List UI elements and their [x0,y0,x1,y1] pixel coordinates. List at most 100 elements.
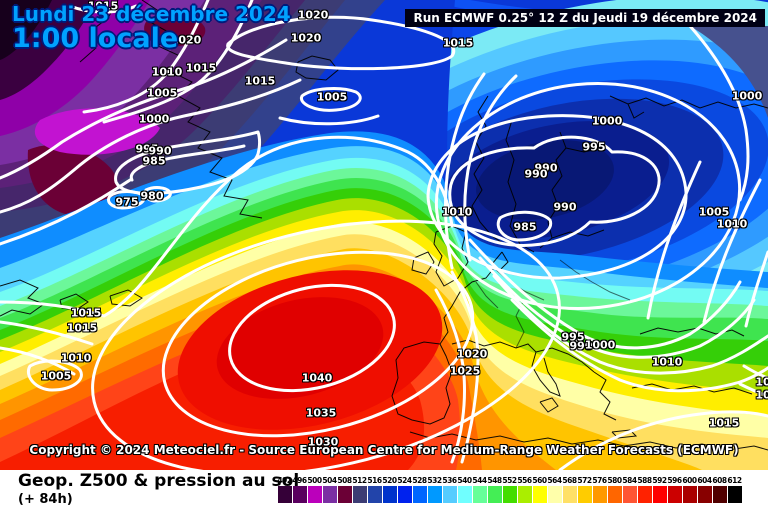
legend-color-box [653,486,667,503]
isobar-label: 1030 [307,435,339,449]
legend-color-box [353,486,367,503]
lead-time-label: (+ 84h) [18,492,73,507]
map-time: 1:00 locale [12,23,179,54]
isobar-label: 1000 [591,114,623,128]
map-title: Geop. Z500 & pression au sol [18,471,300,491]
legend-value: 580 [607,476,622,485]
legend-color-box [488,486,502,503]
isobar-label: 1000 [731,89,763,103]
legend-value: 584 [622,476,637,485]
legend-value: 500 [307,476,322,485]
legend-cell: 592 [652,476,667,503]
legend-value: 596 [667,476,682,485]
date-block: Lundi 23 décembre 2024 1:00 locale [12,3,291,53]
legend-cell: 512 [352,476,367,503]
isobar-label: 1005 [316,90,348,104]
legend-value: 508 [337,476,352,485]
legend-value: 504 [322,476,337,485]
isobar-label: 995 [582,140,606,154]
isobar-label: 1015 [66,321,98,335]
legend-cell: 532 [427,476,442,503]
legend-color-box [518,486,532,503]
isobar-label: 1005 [146,86,178,100]
isobars [0,0,768,470]
legend-cell: 536 [442,476,457,503]
isobar-label: 1020 [456,347,488,361]
run-info-banner: Run ECMWF 0.25° 12 Z du Jeudi 19 décembr… [405,9,765,27]
legend-color-box [368,486,382,503]
legend-value: 512 [352,476,367,485]
isobar-label: 1015 [87,0,119,13]
legend-value: 516 [367,476,382,485]
isobar-label: 990 [524,167,548,181]
legend-value: 608 [712,476,727,485]
legend-cell: 504 [322,476,337,503]
isobar-label: 1020 [170,33,202,47]
color-scale: 492 496 500 504 508 512 516 520 524 528 532 536 540 5… [277,476,742,503]
legend-value: 600 [682,476,697,485]
legend-value: 588 [637,476,652,485]
isobar-label: 1010 [651,355,683,369]
legend-cell: 584 [622,476,637,503]
isobar-label: 1005 [698,205,730,219]
legend-color-box [548,486,562,503]
legend-value: 532 [427,476,442,485]
legend-cell: 500 [307,476,322,503]
isobar-label: 990 [569,339,593,353]
legend-color-box [443,486,457,503]
legend-value: 544 [472,476,487,485]
legend-cell: 580 [607,476,622,503]
legend-cell: 520 [382,476,397,503]
isobar-label: 10 [755,375,768,389]
legend-cell: 492 [277,476,292,503]
isobar-label: 1000 [138,112,170,126]
isobar-label: 990 [553,200,577,214]
isobar-label: 990 [148,144,172,158]
legend-cell: 552 [502,476,517,503]
legend-cell: 508 [337,476,352,503]
legend-cell: 516 [367,476,382,503]
isobar-label: 1015 [708,416,740,430]
legend-value: 564 [547,476,562,485]
legend-color-box [383,486,397,503]
isobar-label: 985 [513,220,537,234]
legend-color-box [638,486,652,503]
legend-cell: 588 [637,476,652,503]
legend-color-box [458,486,472,503]
legend-cell: 576 [592,476,607,503]
legend-bar: Geop. Z500 & pression au sol (+ 84h) 492… [0,470,768,512]
legend-color-box [608,486,622,503]
isobar-label: 1040 [301,371,333,385]
legend-color-box [338,486,352,503]
legend-cell: 540 [457,476,472,503]
legend-color-box [413,486,427,503]
legend-value: 536 [442,476,457,485]
legend-value: 528 [412,476,427,485]
legend-value: 520 [382,476,397,485]
legend-cell: 528 [412,476,427,503]
legend-value: 496 [292,476,307,485]
isobar-label: 1005 [40,369,72,383]
legend-color-box [728,486,742,503]
legend-color-box [323,486,337,503]
legend-color-box [278,486,292,503]
legend-value: 568 [562,476,577,485]
legend-value: 576 [592,476,607,485]
map-date: Lundi 23 décembre 2024 [12,2,291,26]
legend-value: 604 [697,476,712,485]
legend-cell: 600 [682,476,697,503]
legend-cell: 612 [727,476,742,503]
legend-cell: 544 [472,476,487,503]
isobar-label: 1015 [442,36,474,50]
isobar-label: 1020 [290,31,322,45]
isobar-label: 1015 [70,306,102,320]
warm-ridge-field [0,131,768,470]
isobar-label: 1015 [244,74,276,88]
legend-cell: 596 [667,476,682,503]
legend-color-box [293,486,307,503]
legend-cell: 496 [292,476,307,503]
legend-cell: 524 [397,476,412,503]
isobar-label: 990 [534,161,558,175]
isobar-label: 1020 [297,8,329,22]
